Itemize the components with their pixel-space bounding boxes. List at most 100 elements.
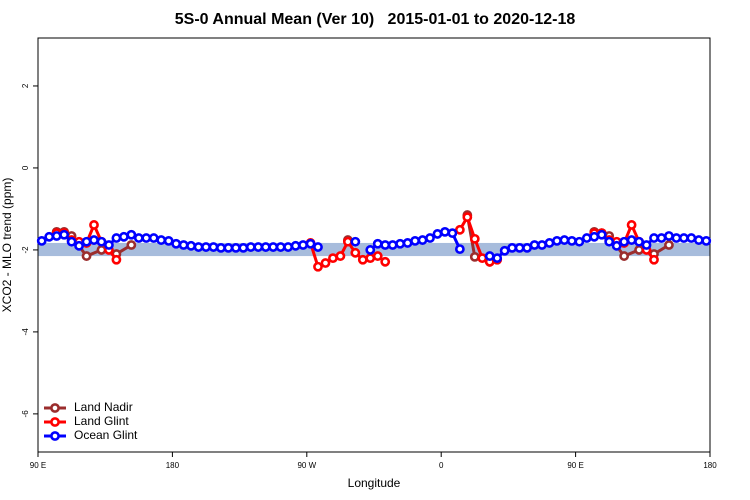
data-point (148, 233, 159, 243)
y-axis-label: XCO2 - MLO trend (ppm) (0, 178, 14, 313)
data-point (604, 236, 615, 247)
data-point (350, 247, 361, 258)
x-tick-label: 90 E (30, 461, 46, 470)
data-point (230, 242, 241, 253)
data-point (193, 242, 204, 252)
data-point (477, 253, 488, 264)
data-point (59, 229, 70, 240)
data-point (454, 244, 465, 254)
data-point (268, 242, 279, 252)
data-point (425, 233, 435, 243)
data-point (514, 242, 525, 253)
plot-frame (37, 37, 711, 453)
data-point (484, 251, 495, 261)
data-point (701, 236, 712, 246)
data-point (313, 261, 323, 272)
data-point (469, 233, 480, 244)
data-point (201, 242, 211, 252)
data-point (238, 242, 249, 253)
data-point (89, 220, 99, 230)
data-point (89, 235, 99, 245)
data-point (664, 231, 674, 241)
data-point (216, 242, 226, 253)
x-tick-label: 90 E (567, 461, 583, 470)
data-point (634, 245, 644, 255)
data-point (178, 240, 189, 250)
data-point (305, 238, 316, 249)
data-point (619, 251, 630, 261)
legend-marker (50, 403, 60, 413)
data-point (432, 229, 443, 239)
data-point (581, 233, 592, 243)
legend-label: Land Glint (74, 414, 129, 428)
data-point (372, 238, 383, 249)
data-point (118, 231, 129, 242)
data-point (44, 231, 55, 242)
data-point (36, 236, 47, 246)
y-tick-label: -6 (21, 410, 30, 418)
data-point (634, 236, 644, 247)
data-point (81, 251, 92, 261)
data-point (141, 233, 152, 243)
data-point (664, 240, 674, 250)
data-point (552, 236, 562, 246)
data-point (260, 242, 271, 252)
legend-label: Ocean Glint (74, 428, 138, 442)
data-point (298, 240, 308, 250)
data-point (402, 238, 413, 248)
data-point (656, 233, 667, 243)
legend-marker (50, 431, 60, 441)
data-point (671, 233, 682, 243)
legend-marker (50, 417, 60, 427)
x-axis-label: Longitude (348, 476, 401, 490)
data-point (96, 245, 107, 255)
y-tick-label: -2 (21, 246, 30, 254)
data-point (66, 236, 77, 247)
data-point (111, 233, 122, 243)
data-point (649, 233, 659, 243)
data-point (395, 238, 406, 249)
x-tick-label: 0 (439, 461, 444, 470)
x-tick-label: 180 (703, 461, 717, 470)
data-point (380, 256, 391, 267)
data-point (111, 254, 122, 265)
data-point (686, 233, 697, 243)
data-point (313, 242, 323, 252)
data-point (171, 238, 182, 249)
data-point (365, 245, 376, 255)
data-point (454, 224, 465, 235)
data-point (462, 212, 473, 223)
data-point (290, 240, 301, 251)
data-point (81, 236, 92, 247)
data-point (596, 229, 607, 240)
data-point (626, 235, 637, 245)
y-tick-label: -4 (21, 328, 30, 336)
data-point (380, 240, 391, 250)
data-point (350, 236, 361, 247)
data-point (253, 242, 264, 252)
data-point (283, 242, 294, 252)
data-point (74, 240, 84, 251)
data-point (163, 236, 174, 246)
data-point (417, 235, 428, 245)
data-point (626, 220, 637, 230)
y-tick-label: 0 (21, 165, 30, 170)
data-point (537, 240, 547, 250)
data-point (51, 231, 62, 241)
data-point (559, 235, 570, 245)
data-point (492, 253, 503, 264)
data-point (387, 240, 398, 250)
data-point (372, 251, 383, 261)
data-point (611, 240, 622, 251)
data-point (574, 236, 585, 247)
data-point (208, 242, 219, 252)
chart-title: 5S-0 Annual Mean (Ver 10) 2015-01-01 to … (175, 11, 576, 28)
data-point (320, 258, 331, 268)
data-point (156, 235, 167, 245)
data-point (223, 242, 234, 253)
data-point (126, 229, 137, 240)
y-tick-label: 2 (21, 83, 30, 88)
data-point (342, 236, 353, 247)
